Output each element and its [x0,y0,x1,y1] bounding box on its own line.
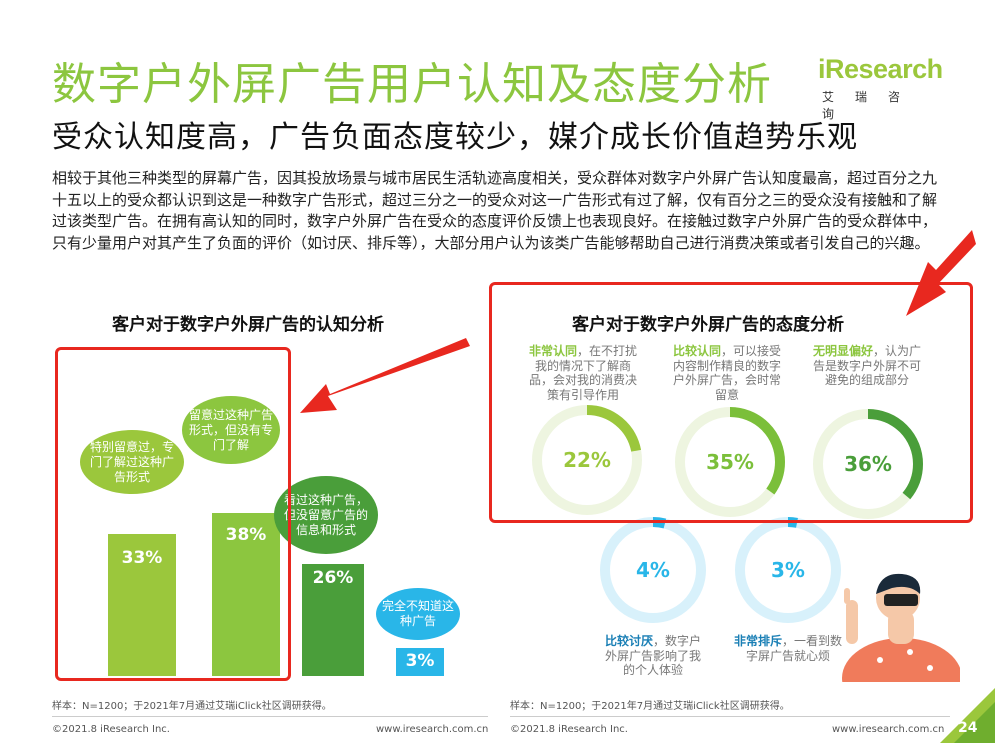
bar-aware-seen: 26% [302,564,364,676]
intro-paragraph: 相较于其他三种类型的屏幕广告，因其投放场景与城市居民生活轨迹高度相关，受众群体对… [52,169,938,252]
right-panel-title: 客户对于数字户外屏广告的态度分析 [572,315,844,335]
iresearch-logo: iResearch 艾瑞咨询 [818,54,948,122]
highlight-box-right [489,282,973,523]
bar-value-label: 26% [312,568,354,589]
highlight-box-left [55,347,291,681]
bar-category-bubble: 完全不知道这种广告 [376,588,460,640]
bar-aware-unknown: 3% [396,648,444,676]
bar-category-bubble: 特别留意过，专门了解过这种广告形式 [80,430,184,494]
donut-value-label: 3% [771,558,805,582]
right-sample-note: 样本：N=1200；于2021年7月通过艾瑞iClick社区调研获得。 [510,701,790,712]
bar-aware-noticed: 38% [212,512,280,676]
bar-value-label: 33% [121,548,163,569]
donut-value-label: 4% [636,558,670,582]
donut-arc [532,405,642,515]
attitude-text-4: 非常排斥，一看到数字屏广告就心烦 [733,634,843,663]
right-copyright: ©2021.8 iResearch Inc. [510,724,628,735]
donut-arc [675,407,785,517]
donut-value-label: 22% [563,448,611,472]
donut-value-label: 35% [706,450,754,474]
left-divider [52,716,488,717]
right-divider [510,716,950,717]
person-with-vr-illustration [842,573,960,682]
logo-brand-cn: 艾瑞咨询 [822,90,922,121]
bar-value-label: 38% [225,524,267,545]
donut-arc [813,409,923,519]
page-corner-decoration [940,688,995,743]
attitude-text-3: 比较讨厌，数字户外屏广告影响了我的个人体验 [604,634,702,677]
page-title: 数字户外屏广告用户认知及态度分析 [52,59,772,110]
left-panel-title: 客户对于数字户外屏广告的认知分析 [112,315,384,335]
bar-category-bubble: 留意过这种广告形式，但没有专门了解 [182,396,280,464]
attitude-text-0: 非常认同，在不打扰我的情况下了解商品，会对我的消费决策有引导作用 [528,344,638,402]
left-copyright: ©2021.8 iResearch Inc. [52,724,170,735]
bar-value-label: 3% [405,651,435,671]
attitude-text-2: 无明显偏好，认为广告是数字户外屏不可避免的组成部分 [812,344,922,387]
attitude-text-1: 比较认同，可以接受内容制作精良的数字户外屏广告，会时常留意 [672,344,782,402]
page-number: 24 [958,720,978,736]
awareness-bar-chart: 33% 38% 26% 3% 特别留意过，专门了解过这种广告形式 留意过这种广告… [60,360,490,676]
donut-value-label: 36% [844,452,892,476]
left-sample-note: 样本：N=1200；于2021年7月通过艾瑞iClick社区调研获得。 [52,701,332,712]
page-subtitle: 受众认知度高，广告负面态度较少，媒介成长价值趋势乐观 [52,120,858,155]
bar-aware-detailed: 33% [108,534,176,676]
left-url: www.iresearch.com.cn [376,724,489,735]
logo-brand: iResearch [818,54,943,84]
bar-category-bubble: 看过这种广告，但没留意广告的信息和形式 [274,476,378,554]
right-url: www.iresearch.com.cn [832,724,945,735]
